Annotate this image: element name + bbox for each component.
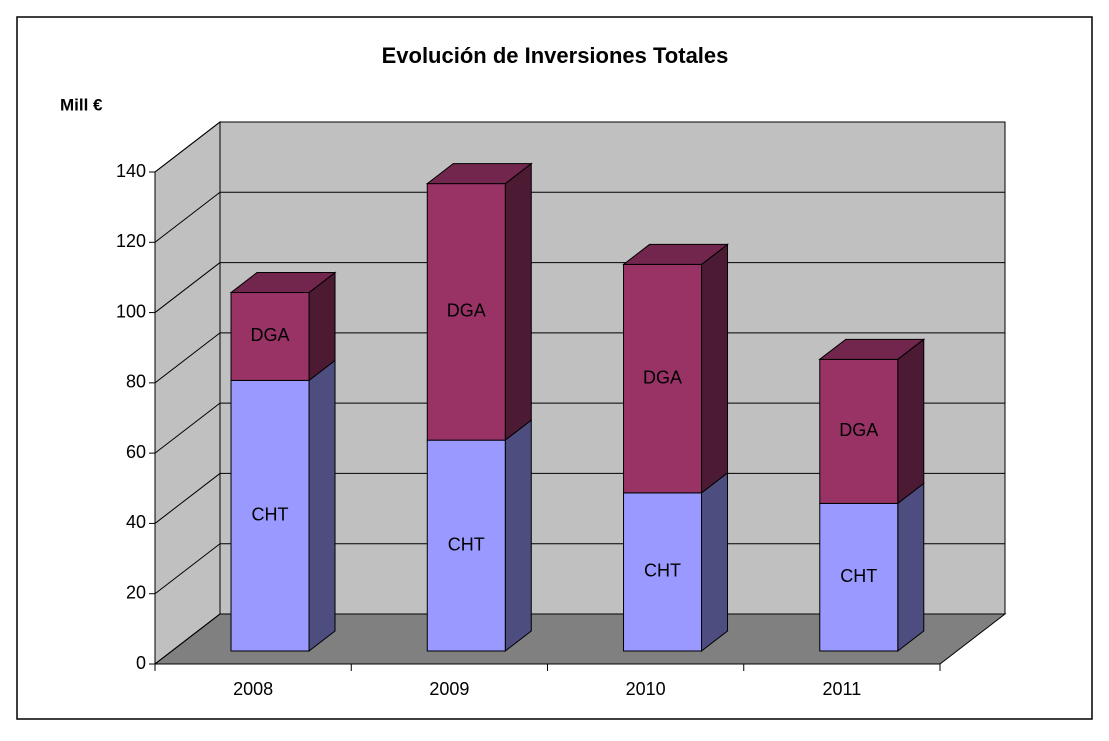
y-tick-label: 0 [136,653,146,673]
x-tick-label: 2011 [823,679,862,699]
bar-side [504,419,532,653]
grid-line [154,473,221,524]
bar [426,183,506,441]
grid-line [154,191,221,243]
bar [819,358,899,504]
data-label: DGA [251,325,290,345]
bar [230,292,310,381]
bar [623,263,703,494]
bar-top [818,338,926,360]
bar [819,502,899,652]
x-tick-label: 2010 [626,679,666,699]
data-label: CHT [252,504,289,524]
grid-line [154,543,221,595]
bar-side [308,359,336,653]
data-label: CHT [448,534,485,554]
y-tick-label: 120 [116,231,146,251]
x-tick-label: 2009 [429,679,469,699]
y-tick-label: 140 [116,161,146,181]
data-label: DGA [447,301,486,321]
grid-line [154,613,221,665]
grid-line [154,332,221,384]
bar [230,379,310,652]
bar-side [701,243,729,494]
y-tick-label: 20 [126,582,146,602]
grid-line [154,121,221,173]
side-wall [154,120,221,666]
chart-title: Evolución de Inversiones Totales [382,43,729,68]
data-label: DGA [839,420,878,440]
grid-line [154,402,221,454]
x-tick-label: 2008 [233,679,273,699]
y-tick-label: 60 [126,442,146,462]
grid-line [154,262,221,313]
bar-top [622,243,729,265]
y-tick-label: 100 [116,301,146,321]
bar [623,492,703,652]
bar-side [701,471,729,653]
data-label: CHT [644,561,681,581]
bar-side [897,482,925,653]
bar [426,439,506,652]
y-axis-label: Mill € [60,95,103,114]
bar-top [229,272,337,294]
data-label: DGA [643,367,682,387]
y-tick-label: 40 [126,512,146,532]
bar-side [897,338,925,505]
bar-top [425,163,533,185]
bar-side [504,162,532,442]
data-label: CHT [840,566,877,586]
y-tick-label: 80 [126,372,146,392]
